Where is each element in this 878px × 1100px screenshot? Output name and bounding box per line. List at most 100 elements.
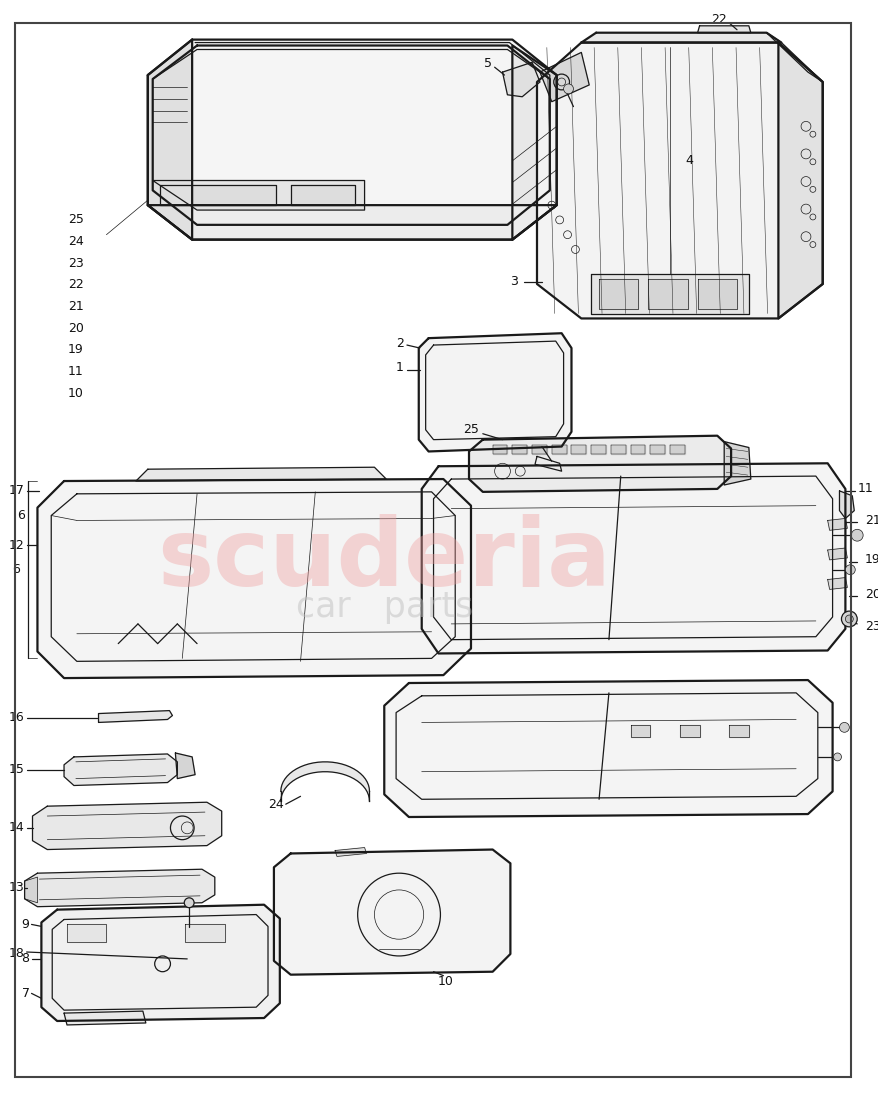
Polygon shape: [723, 441, 750, 485]
Text: 9: 9: [22, 917, 30, 931]
Polygon shape: [153, 180, 364, 210]
Polygon shape: [551, 444, 566, 454]
Polygon shape: [610, 444, 625, 454]
Text: scuderia: scuderia: [157, 514, 610, 606]
Circle shape: [563, 84, 572, 94]
Polygon shape: [67, 924, 106, 943]
Polygon shape: [827, 548, 846, 560]
Text: 11: 11: [68, 365, 83, 378]
Polygon shape: [838, 491, 853, 518]
Polygon shape: [539, 53, 588, 101]
Text: 25: 25: [68, 213, 83, 227]
Text: 10: 10: [68, 387, 83, 399]
Text: 1: 1: [396, 361, 404, 374]
Polygon shape: [98, 711, 172, 723]
Polygon shape: [41, 904, 279, 1021]
Polygon shape: [335, 848, 366, 857]
Polygon shape: [280, 762, 369, 801]
Text: 19: 19: [864, 553, 878, 566]
Polygon shape: [580, 33, 781, 43]
Text: 22: 22: [68, 278, 83, 292]
Text: 6: 6: [17, 509, 25, 522]
Polygon shape: [650, 444, 665, 454]
Polygon shape: [25, 877, 38, 903]
Polygon shape: [648, 279, 687, 309]
Text: 14: 14: [9, 822, 25, 835]
Polygon shape: [697, 279, 736, 309]
Polygon shape: [766, 33, 822, 82]
Text: 2: 2: [396, 337, 404, 350]
Polygon shape: [669, 444, 684, 454]
Text: 24: 24: [68, 235, 83, 249]
Polygon shape: [38, 480, 471, 678]
Polygon shape: [176, 754, 195, 779]
Polygon shape: [136, 468, 385, 481]
Text: 20: 20: [864, 587, 878, 601]
Polygon shape: [148, 40, 556, 240]
Text: car   parts: car parts: [295, 590, 472, 624]
Text: 25: 25: [463, 424, 479, 437]
Circle shape: [840, 612, 856, 627]
Text: 13: 13: [9, 881, 25, 894]
Text: 5: 5: [483, 57, 491, 69]
Polygon shape: [421, 463, 845, 653]
Circle shape: [184, 898, 194, 907]
Circle shape: [832, 754, 840, 761]
Polygon shape: [729, 725, 748, 737]
Text: 4: 4: [685, 154, 693, 167]
Polygon shape: [384, 680, 831, 817]
Polygon shape: [512, 444, 527, 454]
Polygon shape: [32, 802, 221, 849]
Text: 11: 11: [856, 483, 872, 495]
Polygon shape: [591, 444, 605, 454]
Polygon shape: [185, 924, 225, 943]
Polygon shape: [291, 186, 355, 205]
Polygon shape: [492, 444, 507, 454]
Polygon shape: [160, 186, 276, 205]
Polygon shape: [418, 333, 571, 451]
Text: 8: 8: [22, 953, 30, 966]
Text: 17: 17: [9, 484, 25, 497]
Text: 23: 23: [68, 256, 83, 270]
Polygon shape: [778, 43, 822, 319]
Circle shape: [838, 723, 848, 733]
Polygon shape: [512, 45, 556, 240]
Polygon shape: [469, 436, 730, 492]
Polygon shape: [64, 1011, 146, 1025]
Text: 22: 22: [710, 13, 726, 26]
Polygon shape: [827, 578, 846, 590]
Polygon shape: [531, 444, 546, 454]
Polygon shape: [591, 274, 748, 313]
Polygon shape: [599, 279, 637, 309]
Polygon shape: [679, 725, 699, 737]
Polygon shape: [827, 518, 846, 530]
Polygon shape: [571, 444, 586, 454]
Polygon shape: [502, 63, 539, 97]
Polygon shape: [630, 444, 644, 454]
Text: 19: 19: [68, 343, 83, 356]
Polygon shape: [64, 754, 177, 785]
Text: 16: 16: [9, 711, 25, 724]
Polygon shape: [274, 849, 510, 975]
Circle shape: [845, 615, 853, 623]
Text: 7: 7: [22, 987, 30, 1000]
Text: 10: 10: [437, 975, 453, 988]
Text: 23: 23: [864, 620, 878, 634]
Text: 15: 15: [9, 763, 25, 777]
Text: 3: 3: [510, 275, 518, 288]
Polygon shape: [535, 456, 561, 471]
Text: 21: 21: [864, 514, 878, 527]
Polygon shape: [25, 869, 214, 906]
Circle shape: [845, 564, 854, 574]
Text: 24: 24: [268, 798, 284, 811]
Circle shape: [851, 529, 862, 541]
Polygon shape: [536, 43, 822, 319]
Text: 12: 12: [9, 539, 25, 551]
Polygon shape: [630, 725, 650, 737]
Polygon shape: [148, 40, 192, 240]
Polygon shape: [697, 25, 750, 33]
Text: 20: 20: [68, 322, 83, 334]
Polygon shape: [148, 205, 556, 240]
Text: 6: 6: [11, 563, 19, 576]
Text: 21: 21: [68, 300, 83, 313]
